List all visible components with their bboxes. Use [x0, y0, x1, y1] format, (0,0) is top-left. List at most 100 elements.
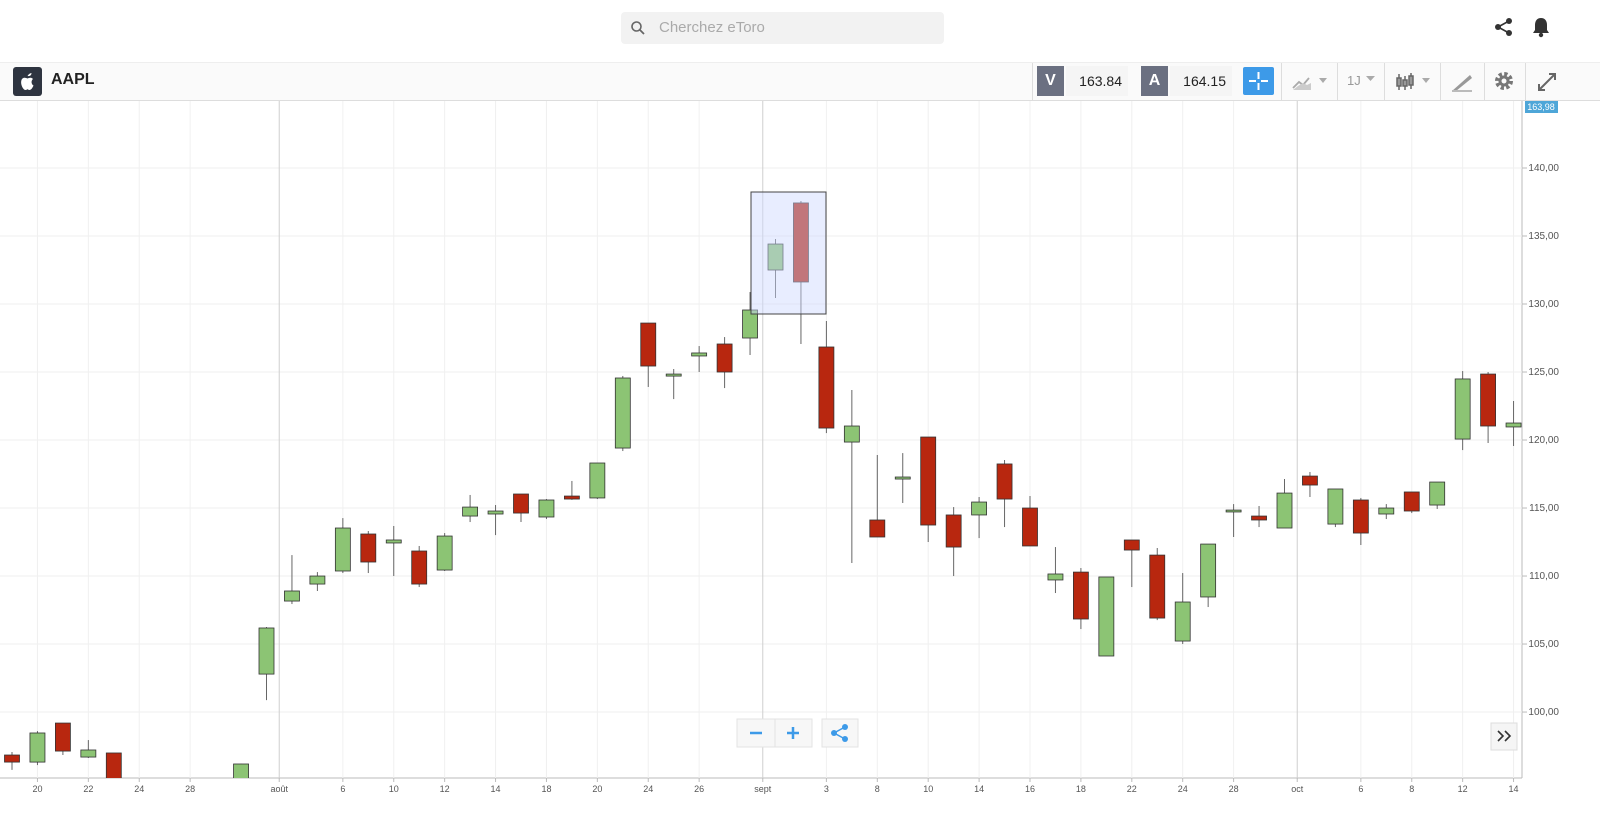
candle-body: [258, 627, 275, 675]
buy-price[interactable]: 164.15: [1170, 66, 1232, 96]
candle-body: [716, 343, 733, 373]
plus-icon: [787, 727, 799, 739]
search-box[interactable]: Cherchez eToro: [621, 12, 944, 44]
candle-body: [1276, 492, 1293, 529]
candle-body: [4, 754, 20, 763]
chevron-icon: [1497, 730, 1512, 742]
candle-body: [869, 519, 886, 538]
y-tick-label: 110,00: [1529, 571, 1559, 582]
notifications-button[interactable]: [1531, 16, 1551, 38]
candle-body: [691, 352, 708, 357]
candle-body: [55, 722, 71, 752]
chart-type-button[interactable]: [1291, 73, 1331, 91]
x-tick-label: 28: [185, 784, 195, 794]
candle-body: [767, 243, 784, 271]
x-tick-label: 10: [923, 784, 933, 794]
y-tick-label: 140,00: [1528, 163, 1559, 174]
candle-body: [1251, 515, 1267, 521]
candle-body: [742, 309, 758, 339]
x-tick-label: oct: [1291, 784, 1304, 794]
x-tick-label: 24: [134, 784, 144, 794]
x-tick-label: 14: [974, 784, 984, 794]
candle-body: [564, 495, 580, 500]
candle-body: [1505, 422, 1522, 428]
zoom-controls[interactable]: [736, 718, 859, 748]
crosshair-button[interactable]: [1243, 67, 1274, 95]
x-tick-label: 28: [1229, 784, 1239, 794]
sell-label[interactable]: V: [1037, 66, 1064, 96]
x-tick-label: sept: [754, 784, 772, 794]
candle-body: [385, 539, 402, 544]
candle-body: [1429, 481, 1446, 506]
candle-body: [1098, 576, 1115, 657]
x-tick-label: août: [270, 784, 288, 794]
share-button[interactable]: [1494, 17, 1514, 37]
fullscreen-button[interactable]: [1536, 71, 1558, 93]
separator: [1440, 63, 1441, 101]
x-tick-label: 12: [1458, 784, 1468, 794]
y-tick-label: 105,00: [1528, 639, 1559, 650]
y-tick-label: 125,00: [1528, 367, 1559, 378]
candle-body: [487, 510, 504, 515]
separator: [1484, 63, 1485, 101]
x-tick-label: 3: [824, 784, 829, 794]
x-tick-label: 14: [1509, 784, 1519, 794]
candle-body: [538, 499, 555, 518]
candle-body: [105, 752, 122, 778]
candle-body: [1225, 509, 1242, 513]
candle-body: [1454, 378, 1471, 440]
candle-body: [80, 749, 97, 758]
x-tick-label: 18: [541, 784, 551, 794]
top-bar: Cherchez eToro: [0, 0, 1600, 56]
x-tick-label: 16: [1025, 784, 1035, 794]
candle-body: [1403, 491, 1420, 512]
x-tick-label: 8: [875, 784, 880, 794]
candle-body: [1480, 373, 1496, 427]
candle-body: [1123, 539, 1140, 551]
search-icon: [631, 21, 645, 35]
separator: [1281, 63, 1282, 101]
instrument-symbol: AAPL: [51, 71, 95, 88]
separator: [1337, 63, 1338, 101]
instrument-logo: [13, 67, 42, 96]
candle-body: [1200, 543, 1217, 598]
candle-body: [1302, 475, 1318, 486]
selection-box: [750, 191, 827, 315]
candle-body: [920, 436, 937, 526]
candle-body: [665, 373, 682, 377]
y-tick-label: 120,00: [1528, 435, 1559, 446]
candle-body: [1174, 601, 1191, 642]
candle-body: [1047, 573, 1064, 581]
y-tick-label: 115,00: [1529, 503, 1559, 514]
candle-body: [971, 501, 987, 516]
x-tick-label: 12: [440, 784, 450, 794]
x-tick-label: 24: [1178, 784, 1188, 794]
x-tick-label: 8: [1409, 784, 1414, 794]
separator: [1525, 63, 1526, 101]
instrument-bar: AAPL V 163.84 A 164.15 1J: [0, 62, 1600, 101]
candle-type-button[interactable]: [1394, 71, 1434, 93]
share-icon: [831, 724, 848, 742]
share-chart[interactable]: [821, 718, 859, 748]
buy-label[interactable]: A: [1141, 66, 1168, 96]
candle-body: [462, 506, 479, 517]
y-tick-label: 130,00: [1528, 299, 1559, 310]
last-price-badge: [1525, 101, 1558, 113]
x-tick-label: 14: [491, 784, 501, 794]
candle-body: [436, 535, 453, 571]
x-tick-label: 6: [1358, 784, 1363, 794]
sell-price[interactable]: 163.84: [1066, 66, 1128, 96]
timeframe[interactable]: 1J: [1347, 73, 1361, 88]
candle-body: [284, 590, 300, 602]
y-tick-label: 100,00: [1528, 707, 1559, 718]
candle-body: [1352, 499, 1369, 534]
candle-body: [233, 763, 249, 778]
candle-body: [1073, 571, 1089, 620]
x-tick-label: 20: [592, 784, 602, 794]
settings-button[interactable]: [1493, 70, 1515, 92]
y-tick-label: 135,00: [1528, 231, 1559, 242]
drawing-tools-button[interactable]: [1450, 71, 1474, 93]
candle-body: [793, 202, 809, 283]
scroll-latest[interactable]: [1490, 722, 1518, 751]
